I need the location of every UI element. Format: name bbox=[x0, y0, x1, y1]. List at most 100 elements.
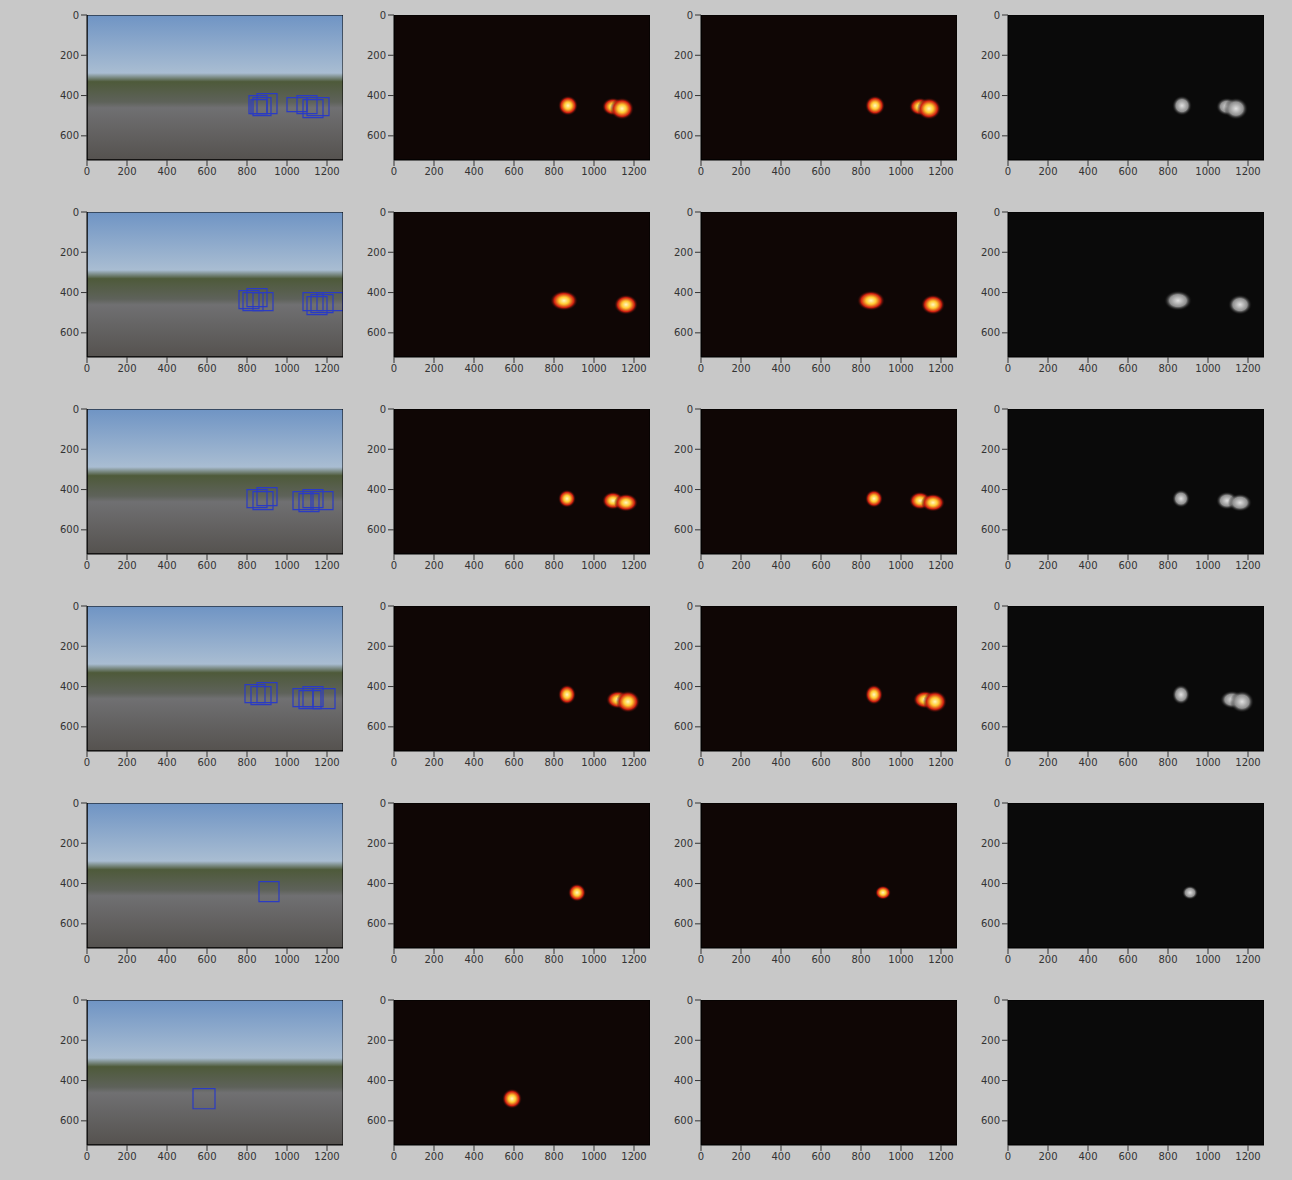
svg-text:1200: 1200 bbox=[314, 1151, 339, 1162]
svg-text:600: 600 bbox=[1118, 757, 1137, 768]
svg-text:0: 0 bbox=[687, 10, 693, 21]
svg-text:800: 800 bbox=[237, 166, 256, 177]
svg-text:0: 0 bbox=[84, 1151, 90, 1162]
svg-text:200: 200 bbox=[1038, 1151, 1057, 1162]
svg-text:600: 600 bbox=[674, 1115, 693, 1126]
svg-text:1000: 1000 bbox=[888, 166, 913, 177]
svg-text:600: 600 bbox=[504, 954, 523, 965]
svg-text:1000: 1000 bbox=[1195, 954, 1220, 965]
svg-text:800: 800 bbox=[1158, 1151, 1177, 1162]
svg-text:800: 800 bbox=[851, 363, 870, 374]
svg-text:200: 200 bbox=[674, 50, 693, 61]
svg-text:600: 600 bbox=[367, 721, 386, 732]
svg-text:1000: 1000 bbox=[1195, 757, 1220, 768]
svg-text:0: 0 bbox=[391, 166, 397, 177]
svg-text:400: 400 bbox=[981, 484, 1000, 495]
svg-text:1000: 1000 bbox=[274, 560, 299, 571]
svg-text:800: 800 bbox=[1158, 954, 1177, 965]
svg-text:400: 400 bbox=[1078, 954, 1097, 965]
svg-text:0: 0 bbox=[73, 10, 79, 21]
svg-text:800: 800 bbox=[851, 166, 870, 177]
svg-text:800: 800 bbox=[237, 363, 256, 374]
svg-text:1200: 1200 bbox=[621, 363, 646, 374]
svg-text:1000: 1000 bbox=[581, 166, 606, 177]
svg-text:200: 200 bbox=[424, 560, 443, 571]
svg-text:0: 0 bbox=[391, 560, 397, 571]
svg-text:400: 400 bbox=[1078, 166, 1097, 177]
svg-text:200: 200 bbox=[981, 1035, 1000, 1046]
svg-text:0: 0 bbox=[380, 207, 386, 218]
svg-text:1000: 1000 bbox=[888, 560, 913, 571]
svg-text:0: 0 bbox=[1005, 166, 1011, 177]
svg-text:0: 0 bbox=[698, 757, 704, 768]
svg-text:400: 400 bbox=[1078, 363, 1097, 374]
svg-text:400: 400 bbox=[771, 757, 790, 768]
svg-text:200: 200 bbox=[60, 838, 79, 849]
svg-text:1200: 1200 bbox=[1235, 1151, 1260, 1162]
svg-text:0: 0 bbox=[1005, 1151, 1011, 1162]
svg-text:200: 200 bbox=[674, 641, 693, 652]
svg-text:400: 400 bbox=[367, 681, 386, 692]
svg-text:0: 0 bbox=[687, 207, 693, 218]
svg-text:0: 0 bbox=[84, 560, 90, 571]
svg-text:400: 400 bbox=[60, 1075, 79, 1086]
svg-text:0: 0 bbox=[84, 363, 90, 374]
svg-text:600: 600 bbox=[504, 757, 523, 768]
svg-text:1200: 1200 bbox=[621, 166, 646, 177]
svg-text:400: 400 bbox=[464, 166, 483, 177]
svg-text:1000: 1000 bbox=[1195, 560, 1220, 571]
svg-text:400: 400 bbox=[674, 681, 693, 692]
svg-text:600: 600 bbox=[367, 130, 386, 141]
svg-text:200: 200 bbox=[1038, 363, 1057, 374]
svg-text:400: 400 bbox=[771, 1151, 790, 1162]
svg-text:1200: 1200 bbox=[314, 560, 339, 571]
svg-text:1200: 1200 bbox=[928, 560, 953, 571]
svg-text:400: 400 bbox=[981, 878, 1000, 889]
svg-text:0: 0 bbox=[698, 166, 704, 177]
svg-text:1200: 1200 bbox=[928, 1151, 953, 1162]
svg-text:600: 600 bbox=[60, 327, 79, 338]
svg-text:400: 400 bbox=[367, 90, 386, 101]
svg-text:400: 400 bbox=[771, 166, 790, 177]
svg-text:400: 400 bbox=[367, 484, 386, 495]
svg-text:200: 200 bbox=[117, 363, 136, 374]
svg-text:0: 0 bbox=[994, 798, 1000, 809]
svg-text:0: 0 bbox=[380, 10, 386, 21]
svg-text:0: 0 bbox=[994, 10, 1000, 21]
svg-text:0: 0 bbox=[687, 404, 693, 415]
svg-text:800: 800 bbox=[1158, 166, 1177, 177]
svg-text:1200: 1200 bbox=[1235, 166, 1260, 177]
svg-text:0: 0 bbox=[84, 757, 90, 768]
svg-text:600: 600 bbox=[1118, 954, 1137, 965]
svg-text:600: 600 bbox=[60, 1115, 79, 1126]
svg-text:400: 400 bbox=[157, 166, 176, 177]
svg-text:600: 600 bbox=[981, 1115, 1000, 1126]
svg-text:600: 600 bbox=[981, 721, 1000, 732]
svg-text:200: 200 bbox=[1038, 166, 1057, 177]
svg-text:400: 400 bbox=[157, 363, 176, 374]
svg-text:200: 200 bbox=[731, 1151, 750, 1162]
svg-text:800: 800 bbox=[1158, 560, 1177, 571]
svg-text:0: 0 bbox=[73, 207, 79, 218]
svg-text:0: 0 bbox=[73, 798, 79, 809]
svg-text:1000: 1000 bbox=[888, 954, 913, 965]
svg-text:0: 0 bbox=[698, 954, 704, 965]
svg-text:0: 0 bbox=[1005, 757, 1011, 768]
svg-text:800: 800 bbox=[851, 954, 870, 965]
svg-text:600: 600 bbox=[1118, 560, 1137, 571]
svg-text:600: 600 bbox=[60, 130, 79, 141]
svg-text:800: 800 bbox=[544, 1151, 563, 1162]
svg-text:1200: 1200 bbox=[314, 954, 339, 965]
svg-text:400: 400 bbox=[464, 363, 483, 374]
svg-text:200: 200 bbox=[674, 1035, 693, 1046]
svg-text:200: 200 bbox=[981, 444, 1000, 455]
svg-text:600: 600 bbox=[811, 757, 830, 768]
svg-text:1200: 1200 bbox=[928, 954, 953, 965]
svg-text:400: 400 bbox=[60, 681, 79, 692]
svg-text:200: 200 bbox=[674, 838, 693, 849]
svg-text:600: 600 bbox=[504, 560, 523, 571]
svg-text:800: 800 bbox=[544, 757, 563, 768]
svg-text:1000: 1000 bbox=[274, 363, 299, 374]
svg-text:0: 0 bbox=[391, 1151, 397, 1162]
svg-text:200: 200 bbox=[981, 641, 1000, 652]
